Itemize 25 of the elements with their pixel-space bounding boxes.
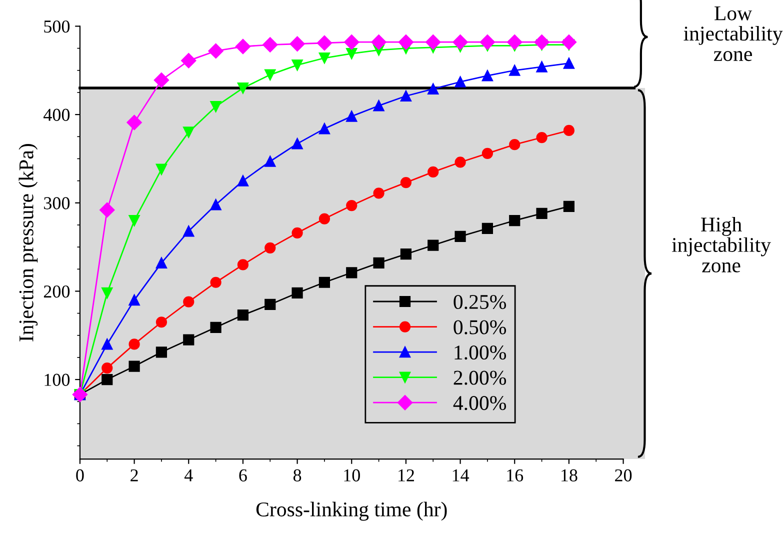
- x-axis-title: Cross-linking time (hr): [256, 502, 447, 521]
- x-tick-label: 20: [615, 469, 632, 482]
- y-tick-label: 200: [44, 285, 70, 298]
- legend-label: 4.00%: [453, 396, 506, 410]
- legend-label: 1.00%: [454, 345, 506, 360]
- x-tick-label: 8: [293, 469, 302, 482]
- x-tick-label: 12: [398, 469, 414, 482]
- legend-label: 0.25%: [454, 294, 506, 310]
- x-tick-label: 4: [184, 469, 193, 482]
- x-tick-label: 0: [76, 469, 84, 482]
- y-axis-title: Injection pressure (kPa): [18, 144, 38, 342]
- x-tick-label: 6: [239, 469, 247, 482]
- x-tick-label: 2: [130, 469, 138, 482]
- x-tick-label: 18: [562, 469, 578, 482]
- band-label: High injectability zone: [672, 216, 771, 272]
- x-tick-label: 14: [452, 469, 470, 482]
- y-tick-label: 500: [44, 20, 70, 33]
- legend-label: 2.00%: [454, 370, 506, 385]
- x-tick-label: 16: [507, 469, 524, 482]
- y-tick-label: 300: [44, 197, 70, 210]
- ref-line-label: Low injectability zone: [684, 6, 783, 62]
- legend-label: 0.50%: [454, 320, 506, 334]
- y-tick-label: 100: [44, 374, 70, 386]
- x-tick-label: 10: [344, 469, 360, 482]
- y-tick-label: 400: [44, 108, 70, 121]
